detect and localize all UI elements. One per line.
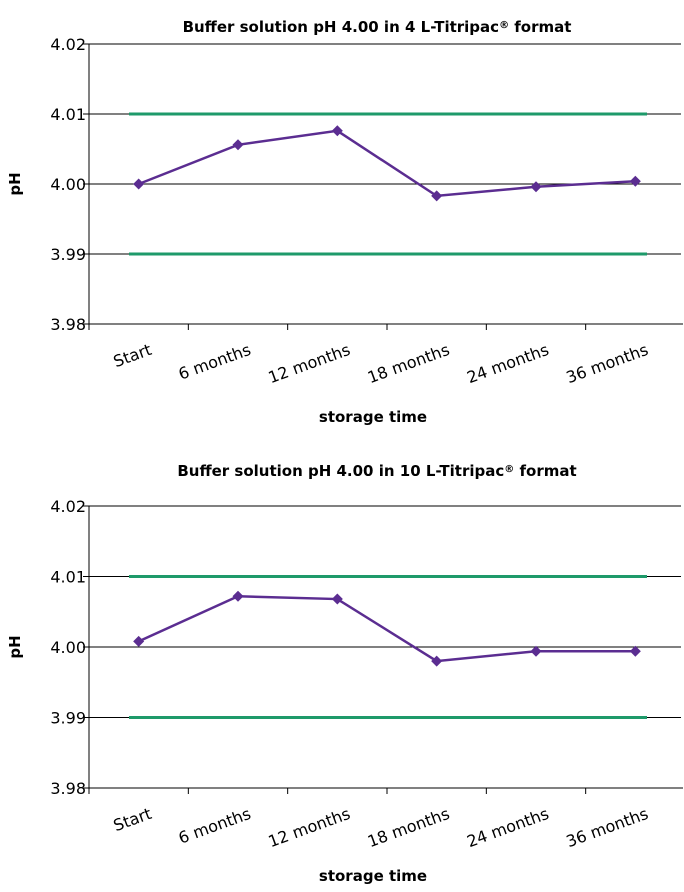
x-tick-label: 24 months	[464, 340, 551, 387]
x-tick-label: 12 months	[266, 804, 353, 851]
x-tick-label: 18 months	[365, 804, 452, 851]
y-axis-title: pH	[6, 635, 24, 658]
y-tick-label: 3.99	[50, 245, 86, 264]
x-tick-label: 6 months	[176, 804, 253, 848]
data-point-marker	[133, 178, 145, 190]
x-tick-label: 24 months	[464, 804, 551, 851]
chart-title-suffix: format	[509, 18, 571, 36]
y-tick-label: 4.00	[50, 175, 86, 194]
data-point-marker	[232, 590, 244, 602]
chart-title-main: Buffer solution pH 4.00 in 10 L-Titripac	[177, 462, 504, 480]
chart-title-registered-mark: ®	[499, 20, 509, 31]
data-point-marker	[431, 655, 443, 667]
x-tick-label: 18 months	[365, 340, 452, 387]
data-point-marker	[629, 645, 641, 657]
x-tick-label: 12 months	[266, 340, 353, 387]
chart-10l: Buffer solution pH 4.00 in 10 L-Titripac…	[6, 462, 683, 885]
data-point-marker	[331, 593, 343, 605]
data-point-marker	[530, 181, 542, 193]
data-point-marker	[133, 635, 145, 647]
y-tick-label: 4.01	[50, 105, 86, 124]
data-point-marker	[629, 175, 641, 187]
chart-title-main: Buffer solution pH 4.00 in 4 L-Titripac	[183, 18, 500, 36]
series-line	[138, 594, 636, 663]
x-axis-title: storage time	[319, 408, 427, 426]
series-line	[138, 129, 636, 198]
y-tick-label: 3.99	[50, 709, 86, 728]
y-axis-title: pH	[6, 172, 24, 195]
x-tick-label: 36 months	[564, 340, 651, 387]
y-tick-label: 4.02	[50, 497, 86, 516]
chart-title: Buffer solution pH 4.00 in 10 L-Titripac…	[177, 462, 576, 480]
y-tick-label: 4.01	[50, 568, 86, 587]
data-point-marker	[232, 139, 244, 151]
x-tick-label: Start	[111, 804, 154, 835]
data-point-marker	[331, 125, 343, 137]
data-point-marker	[431, 190, 443, 202]
y-tick-label: 3.98	[50, 315, 86, 334]
x-tick-label: Start	[111, 340, 154, 371]
y-tick-label: 4.00	[50, 638, 86, 657]
chart-title-suffix: format	[514, 462, 576, 480]
y-tick-label: 4.02	[50, 35, 86, 54]
y-tick-label: 3.98	[50, 779, 86, 798]
data-point-marker	[530, 645, 542, 657]
x-axis-title: storage time	[319, 867, 427, 885]
x-tick-label: 36 months	[564, 804, 651, 851]
chart-title: Buffer solution pH 4.00 in 4 L-Titripac®…	[183, 18, 572, 36]
chart-title-registered-mark: ®	[504, 464, 514, 475]
chart-4l: Buffer solution pH 4.00 in 4 L-Titripac®…	[6, 18, 683, 426]
x-tick-label: 6 months	[176, 340, 253, 384]
